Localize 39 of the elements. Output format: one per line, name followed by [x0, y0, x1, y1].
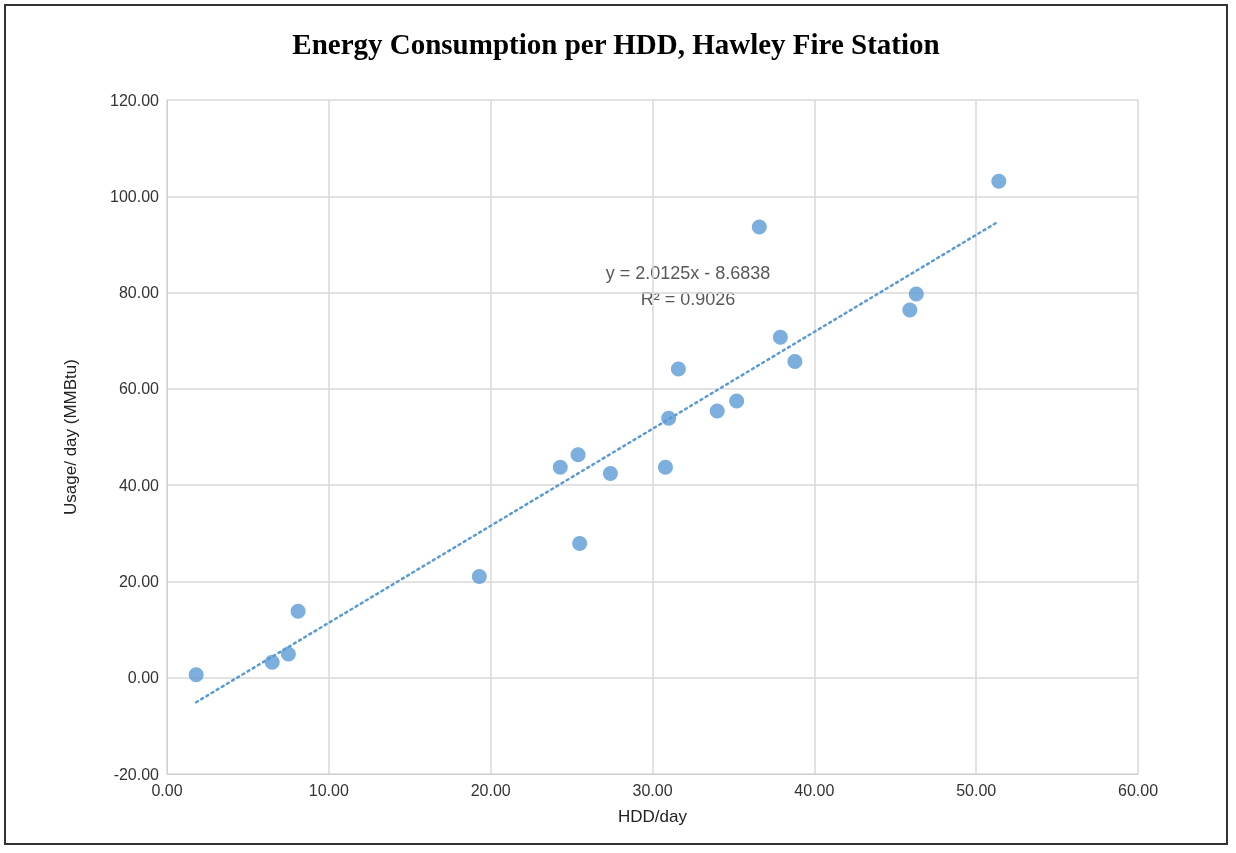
point [572, 535, 588, 551]
annotation: y = 2.0125x - 8.6838 [605, 263, 771, 283]
chart-title: Energy Consumption per HDD, Hawley Fire Station [292, 27, 940, 60]
y-tick-label: 0.00 [127, 669, 160, 687]
x-axis-title: HDD/day [618, 807, 688, 826]
point [772, 329, 788, 345]
point [902, 302, 918, 318]
y-axis-title: Usage/ day (MMBtu) [61, 359, 80, 515]
point [729, 393, 745, 409]
point [657, 459, 673, 475]
y-tick-label: 40.00 [118, 476, 160, 494]
point [670, 361, 686, 377]
y-tick-label: 20.00 [118, 572, 160, 590]
x-tick-label: 10.00 [308, 781, 349, 799]
x-tick-label: 60.00 [1117, 781, 1159, 799]
x-tick-label: 50.00 [956, 781, 997, 799]
x-tick-label: 0.00 [151, 781, 183, 799]
point [570, 447, 586, 463]
point [188, 667, 204, 683]
point [602, 466, 618, 482]
x-tick-label: 40.00 [794, 781, 835, 799]
annotation: R² = 0.9026 [640, 289, 736, 309]
x-tick-label: 30.00 [632, 781, 673, 799]
point [471, 569, 487, 585]
point [751, 219, 767, 235]
y-tick-label: 60.00 [118, 380, 160, 398]
y-tick-label: -20.00 [113, 765, 160, 783]
x-tick-label: 20.00 [470, 781, 511, 799]
point [280, 646, 296, 662]
point [290, 603, 306, 619]
y-tick-label: 100.00 [110, 187, 160, 205]
point [991, 173, 1007, 189]
y-tick-label: 120.00 [110, 91, 160, 109]
y-tick-label: 80.00 [118, 284, 160, 302]
point [709, 403, 725, 419]
point [787, 353, 803, 369]
point [264, 654, 280, 670]
point [552, 459, 568, 475]
point [908, 286, 924, 302]
